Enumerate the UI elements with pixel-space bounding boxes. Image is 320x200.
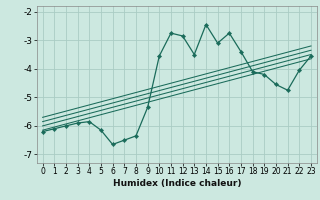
X-axis label: Humidex (Indice chaleur): Humidex (Indice chaleur) (113, 179, 241, 188)
